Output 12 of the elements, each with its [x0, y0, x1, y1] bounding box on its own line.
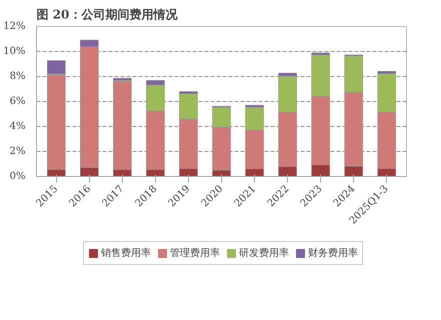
y-tick-label: 4% [10, 121, 26, 132]
legend-label: 财务费用率 [308, 246, 358, 260]
legend-label: 研发费用率 [239, 246, 289, 260]
y-tick-label: 10% [3, 46, 26, 57]
y-tick-label: 0% [10, 171, 26, 182]
y-tick-label: 2% [10, 146, 26, 157]
chart-title: 图 20：公司期间费用情况 [36, 8, 178, 22]
legend-label: 管理费用率 [170, 246, 220, 260]
y-tick-label: 8% [10, 71, 26, 82]
legend-label: 销售费用率 [101, 246, 151, 260]
y-tick-label: 6% [10, 96, 26, 107]
y-tick-label: 12% [3, 21, 26, 32]
